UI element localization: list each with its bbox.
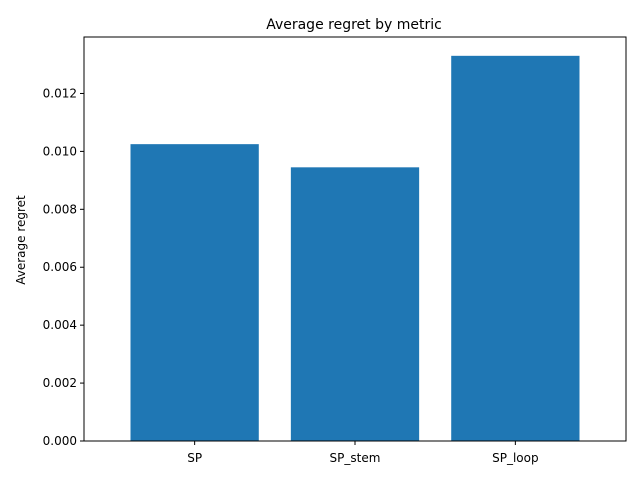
y-tick-label: 0.012 [43,86,77,100]
chart-title: Average regret by metric [266,17,442,33]
y-tick-label: 0.000 [43,434,77,448]
y-tick-label: 0.006 [43,260,77,274]
bar-sp-stem [290,167,420,442]
y-tick-label: 0.002 [43,376,77,390]
x-tick-label: SP_loop [492,451,539,465]
x-tick-label: SP [187,451,202,465]
plot-area: SP SP_stem SP_loop 0.000 0.002 0.004 0.006 0.00… [43,36,627,465]
x-tick-label: SP_stem [330,451,381,465]
bar-sp-loop [451,55,580,441]
bar-sp [130,144,259,442]
y-tick-label: 0.004 [43,318,77,332]
y-axis-label: Average regret [14,195,28,285]
y-tick-label: 0.008 [43,202,77,216]
y-tick-label: 0.010 [43,144,77,158]
